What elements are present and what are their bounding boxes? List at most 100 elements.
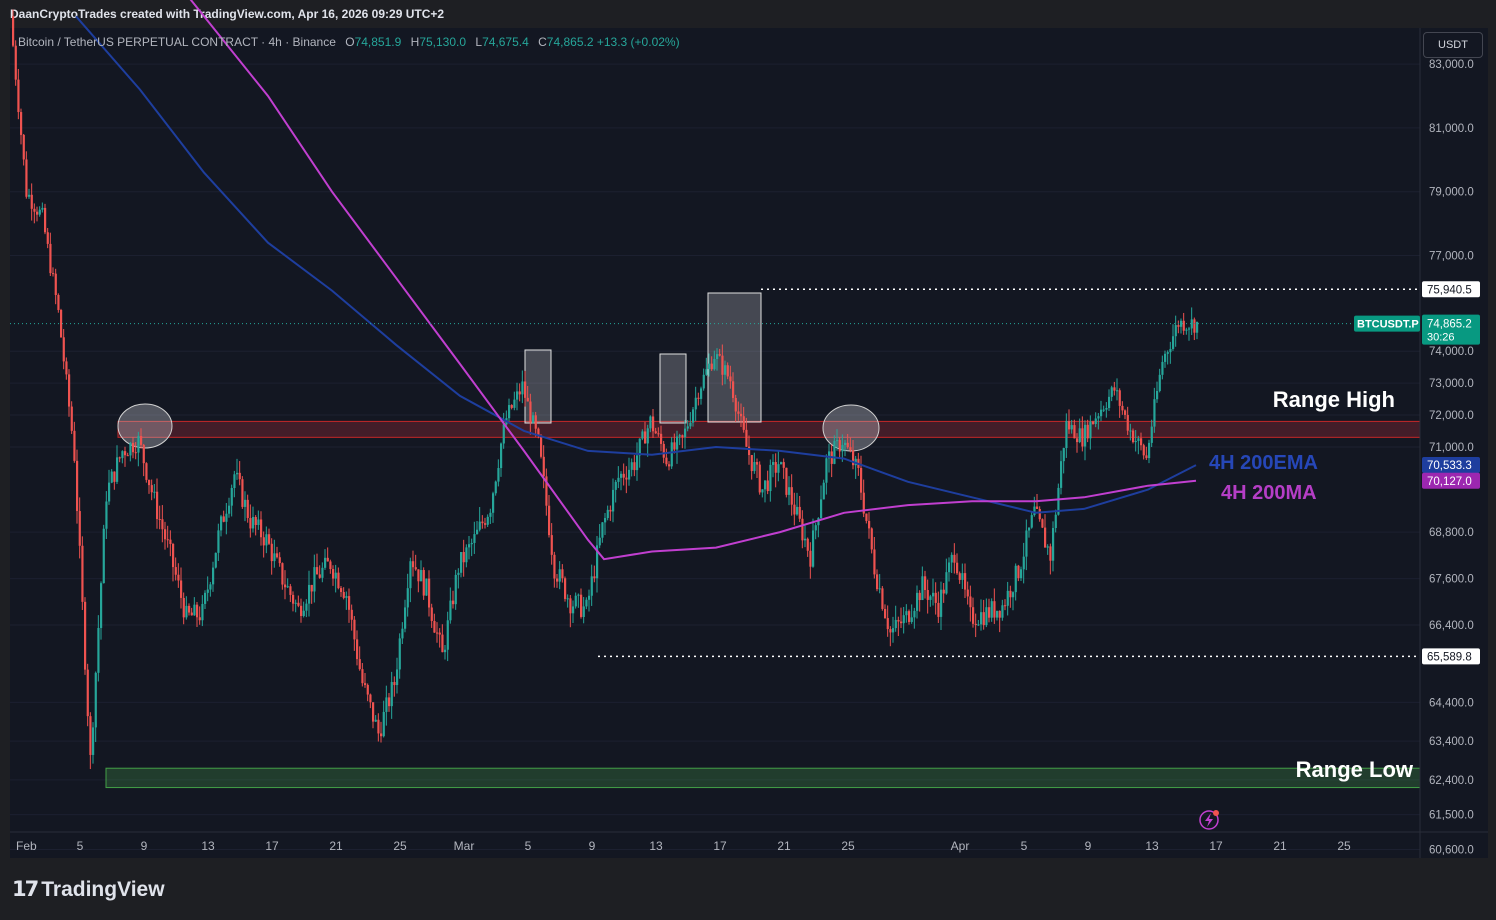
y-tick-label: 79,000.0 (1429, 187, 1474, 199)
candle-body (526, 397, 529, 402)
candle-body (1094, 418, 1097, 424)
candle-body (726, 365, 729, 377)
range-low-label: Range Low (1296, 757, 1414, 782)
candle-body (1009, 590, 1012, 598)
chart-legend: Bitcoin / TetherUS PERPETUAL CONTRACT · … (18, 35, 680, 49)
legend-change: +13.3 (+0.02%) (596, 35, 680, 49)
candle-body (214, 552, 217, 568)
candle-body (937, 602, 940, 617)
candle-body (972, 607, 975, 624)
candle-body (956, 562, 959, 574)
candle-body (270, 543, 273, 562)
currency-selector[interactable]: USDT (1423, 32, 1483, 58)
ma-label: 4H 200MA (1221, 482, 1317, 504)
candle-body (1014, 565, 1017, 593)
candle-body (286, 586, 289, 588)
candle-body (1177, 325, 1180, 327)
candle-body (38, 209, 41, 215)
candle-body (809, 550, 812, 567)
brand-name: TradingView (41, 878, 165, 901)
candle-body (457, 572, 460, 575)
candle-body (161, 519, 164, 530)
candle-body (153, 491, 156, 493)
candle-body (1041, 519, 1044, 528)
candle-body (65, 361, 68, 375)
candle-body (638, 438, 641, 456)
candle-body (436, 632, 439, 634)
candle-body (873, 549, 876, 575)
candle-body (502, 424, 505, 444)
candle-body (326, 557, 329, 562)
candle-body (478, 521, 481, 530)
candle-body (649, 416, 652, 429)
candle-body (430, 607, 433, 621)
candle-body (606, 509, 609, 519)
candle-body (969, 596, 972, 608)
candle-body (78, 511, 81, 546)
candle-body (766, 480, 769, 492)
y-tick-label: 64,400.0 (1429, 697, 1474, 709)
candle-body (460, 552, 463, 573)
candle-body (468, 544, 471, 548)
candle-body (462, 552, 465, 563)
y-tick-label: 72,000.0 (1429, 410, 1474, 422)
candle-body (324, 557, 327, 568)
candle-body (753, 462, 756, 472)
y-tick-label: 67,600.0 (1429, 574, 1474, 586)
candle-body (121, 451, 124, 459)
candle-body (756, 462, 759, 465)
candle-body (1121, 405, 1124, 411)
candle-body (1068, 420, 1071, 430)
candle-body (209, 584, 212, 590)
candle-body (646, 428, 649, 444)
candle-body (233, 474, 236, 489)
candle-body (1054, 514, 1057, 528)
candle-body (350, 609, 353, 620)
candle-body (665, 457, 668, 465)
candle-body (257, 519, 260, 525)
candle-body (1137, 438, 1140, 441)
x-tick-label: 25 (841, 839, 855, 853)
candle-body (172, 543, 175, 568)
candle-body (516, 391, 519, 400)
candle-body (294, 602, 297, 604)
candle-body (1124, 410, 1127, 415)
legend-close: 74,865.2 (546, 35, 594, 49)
legend-symbol: Bitcoin / TetherUS PERPETUAL CONTRACT · … (18, 35, 336, 49)
candle-body (206, 589, 209, 593)
candle-body (1100, 409, 1103, 417)
candle-body (1062, 448, 1065, 462)
candle-body (188, 605, 191, 613)
candle-body (1078, 428, 1081, 443)
candle-body (900, 621, 903, 624)
x-tick-label: 13 (201, 839, 215, 853)
notification-dot (1213, 810, 1219, 816)
candle-body (193, 604, 196, 616)
candle-body (217, 530, 220, 553)
candle-body (985, 607, 988, 626)
candle-body (673, 442, 676, 450)
candle-body (100, 583, 103, 628)
candle-body (190, 612, 193, 616)
candle-body (1190, 319, 1193, 329)
candle-body (558, 569, 561, 582)
candle-body (876, 574, 879, 590)
candle-body (398, 638, 401, 670)
candle-body (356, 639, 359, 660)
candle-body (644, 431, 647, 444)
candle-body (580, 594, 583, 617)
candle-body (110, 471, 113, 483)
candle-body (492, 493, 495, 513)
candle-body (1150, 426, 1153, 443)
candle-body (1116, 390, 1119, 392)
candle-body (1025, 530, 1028, 557)
candle-body (182, 597, 185, 618)
candle-body (220, 516, 223, 531)
candle-body (425, 578, 428, 596)
candle-body (212, 567, 215, 585)
candle-body (292, 594, 295, 604)
candle-body (124, 451, 127, 456)
candle-body (990, 601, 993, 618)
candle-body (542, 456, 545, 477)
